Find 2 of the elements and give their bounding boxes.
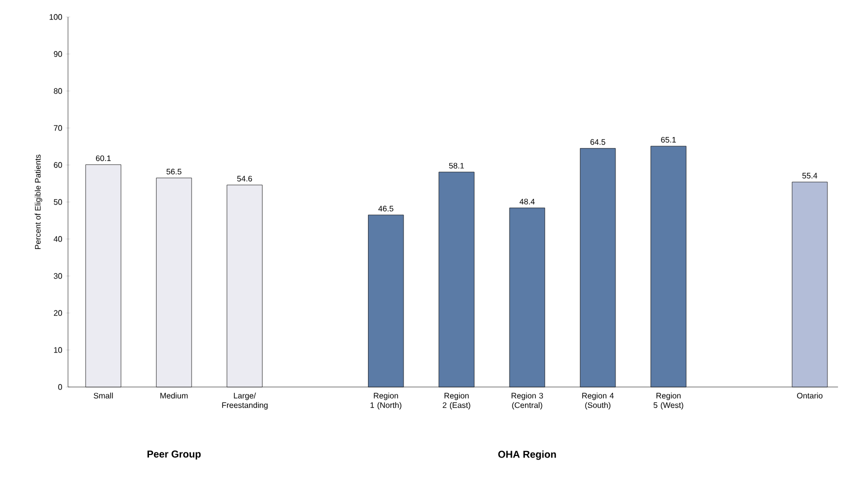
- text: Peer Group: [148, 450, 201, 460]
- text: OHA Region: [498, 450, 556, 460]
